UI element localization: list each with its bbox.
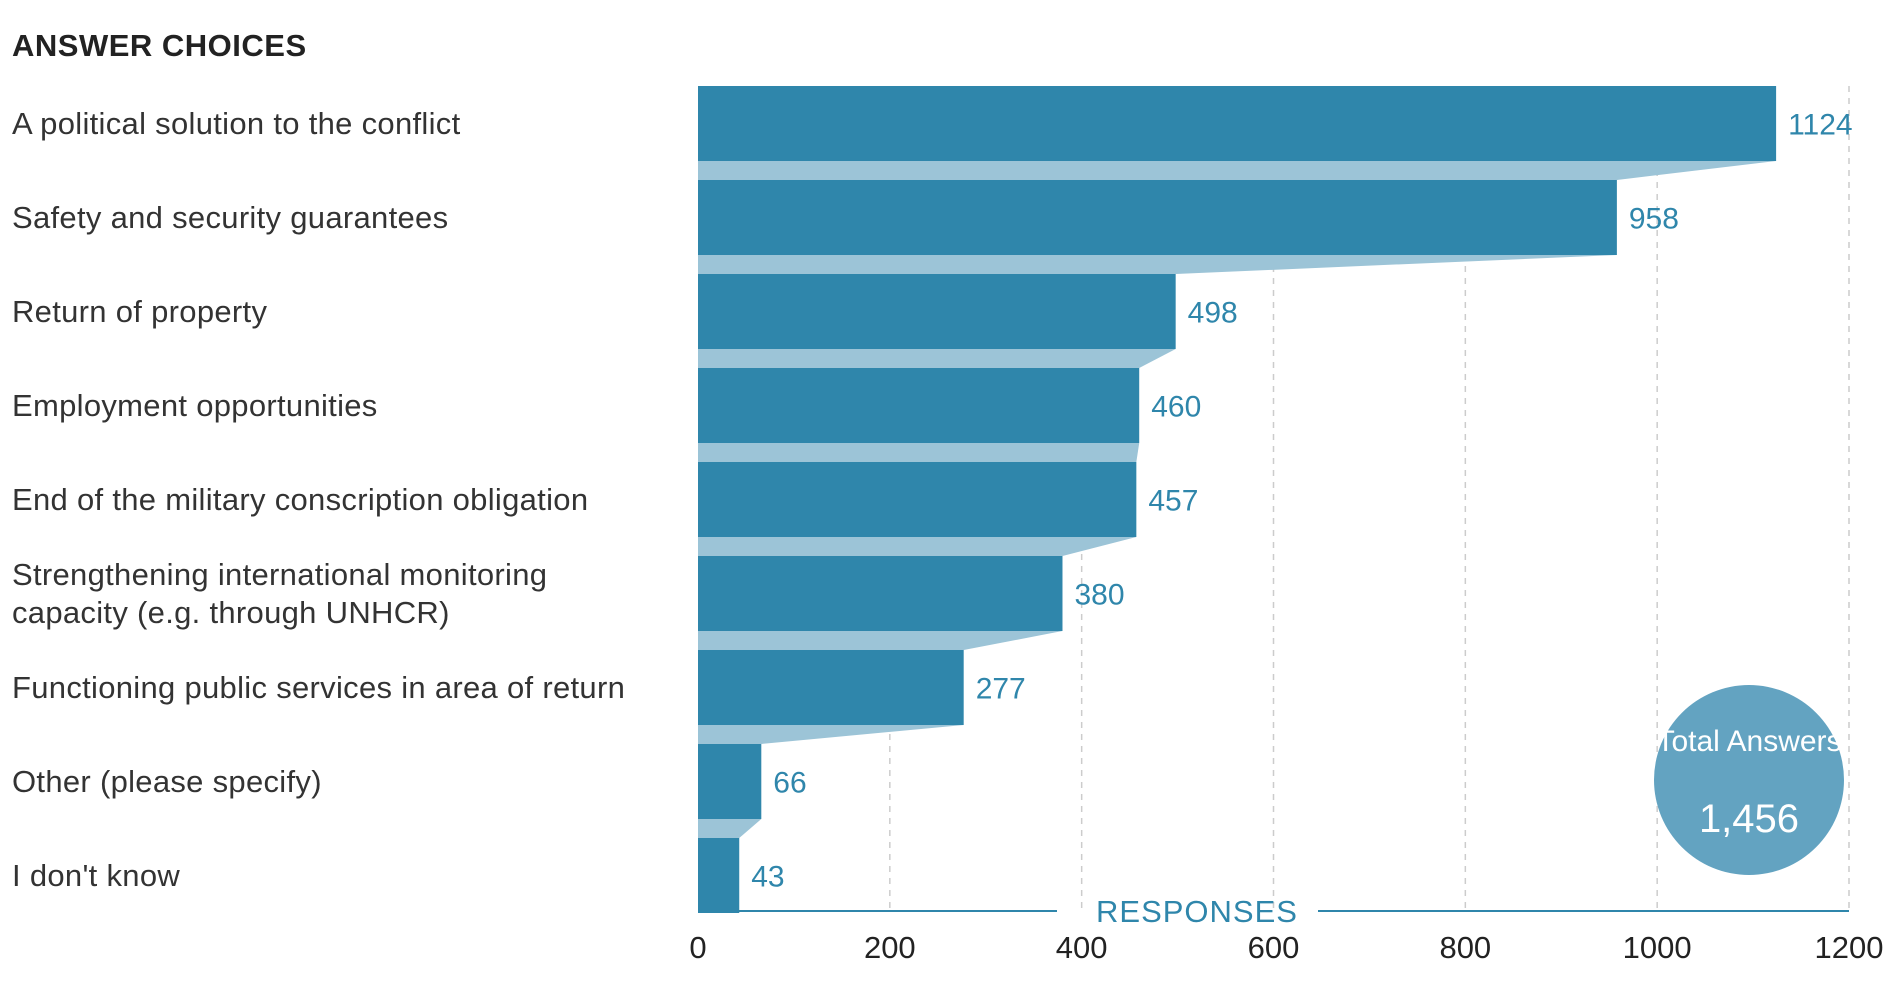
bar — [698, 838, 740, 913]
x-tick-label: 0 — [689, 930, 706, 965]
bar-connector — [698, 349, 1176, 368]
chart-header: ANSWER CHOICES — [12, 28, 307, 63]
category-label: Functioning public services in area of r… — [12, 669, 626, 705]
category-label: Safety and security guarantees — [12, 199, 449, 235]
total-answers-label: Total Answers — [1656, 725, 1842, 758]
x-tick-label: 400 — [1056, 930, 1108, 965]
bar-connector — [698, 725, 964, 744]
bar — [698, 180, 1617, 255]
x-tick-label: 1200 — [1815, 930, 1884, 965]
x-tick-label: 1000 — [1623, 930, 1692, 965]
category-label: A political solution to the conflict — [12, 105, 461, 141]
bar — [698, 650, 964, 725]
bar-value-label: 66 — [773, 767, 806, 800]
bar-value-label: 498 — [1188, 297, 1238, 330]
category-label: Employment opportunities — [12, 387, 378, 423]
category-label: Return of property — [12, 293, 268, 329]
category-label: Other (please specify) — [12, 763, 322, 799]
bar-connector — [698, 161, 1777, 180]
bar — [698, 274, 1176, 349]
bar-value-label: 457 — [1148, 485, 1198, 518]
bar-value-label: 380 — [1074, 579, 1124, 612]
bar-value-label: 460 — [1151, 391, 1201, 424]
category-label: End of the military conscription obligat… — [12, 481, 589, 517]
bar-value-label: 277 — [976, 673, 1026, 706]
bar-connector — [698, 819, 762, 838]
x-tick-label: 200 — [864, 930, 916, 965]
x-tick-label: 600 — [1248, 930, 1300, 965]
bar — [698, 368, 1140, 443]
bar-connector — [698, 443, 1140, 462]
x-tick-label: 800 — [1439, 930, 1491, 965]
bar-connector — [698, 537, 1137, 556]
bar — [698, 556, 1063, 631]
bar-connector — [698, 255, 1617, 274]
bar-connector — [698, 631, 1063, 650]
bar-value-label: 958 — [1629, 203, 1679, 236]
bar — [698, 86, 1777, 161]
bar-value-label: 43 — [751, 861, 784, 894]
category-label: I don't know — [12, 857, 181, 893]
total-answers-badge: Total Answers 1,456 — [1654, 685, 1844, 875]
bar-value-label: 1124 — [1788, 109, 1853, 142]
category-label: Strengthening international monitoring c… — [12, 556, 548, 630]
bar — [698, 462, 1137, 537]
bar — [698, 744, 762, 819]
total-answers-value: 1,456 — [1698, 797, 1800, 841]
x-axis-title: RESPONSES — [1096, 894, 1298, 929]
